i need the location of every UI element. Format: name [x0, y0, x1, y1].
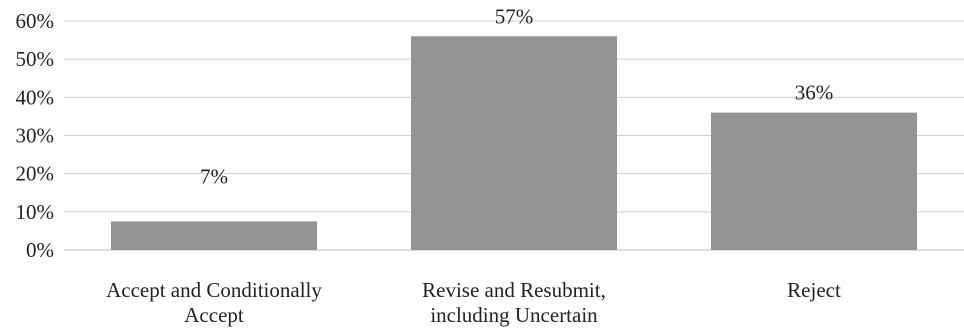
category-label: Accept	[184, 303, 244, 327]
y-tick-label: 60%	[16, 9, 55, 33]
category-label: Accept and Conditionally	[106, 278, 322, 302]
category-label: including Uncertain	[430, 303, 598, 327]
bar	[111, 221, 317, 250]
data-label: 36%	[795, 81, 834, 105]
data-label: 57%	[495, 4, 534, 28]
y-axis-tick-labels: 0% 10% 20% 30% 40% 50% 60%	[16, 9, 55, 262]
y-tick-label: 40%	[16, 85, 55, 109]
y-tick-label: 10%	[16, 200, 55, 224]
data-label: 7%	[200, 164, 228, 188]
y-tick-label: 50%	[16, 47, 55, 71]
y-tick-label: 30%	[16, 124, 55, 148]
bar	[411, 36, 617, 251]
data-labels: 7% 57% 36%	[200, 4, 833, 188]
bars	[111, 36, 917, 251]
bar	[711, 112, 917, 250]
category-label: Reject	[787, 278, 841, 302]
category-label: Revise and Resubmit,	[422, 278, 606, 302]
y-tick-label: 0%	[26, 238, 54, 262]
y-tick-label: 20%	[16, 162, 55, 186]
